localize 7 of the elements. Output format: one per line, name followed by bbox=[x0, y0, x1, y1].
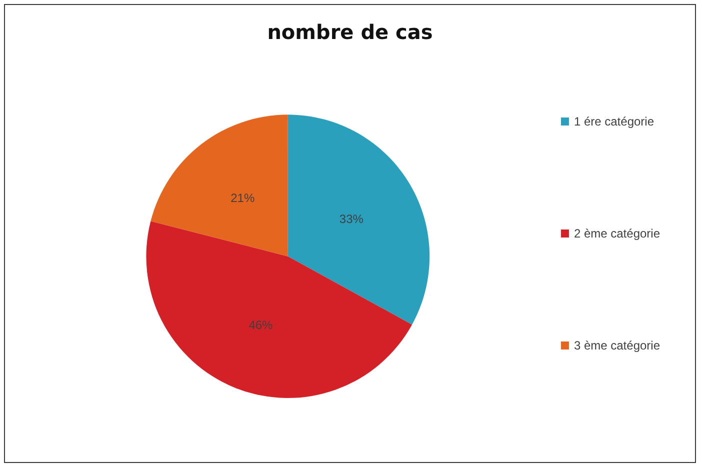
legend-label: 1 ére catégorie bbox=[574, 114, 654, 128]
legend-label: 3 ème catégorie bbox=[574, 338, 660, 352]
data-label: 46% bbox=[248, 318, 274, 332]
data-label: 21% bbox=[230, 191, 255, 206]
data-label: 33% bbox=[339, 212, 364, 226]
legend-label: 2 ème catégorie bbox=[574, 226, 660, 240]
chart-title: nombre de cas bbox=[267, 20, 433, 44]
